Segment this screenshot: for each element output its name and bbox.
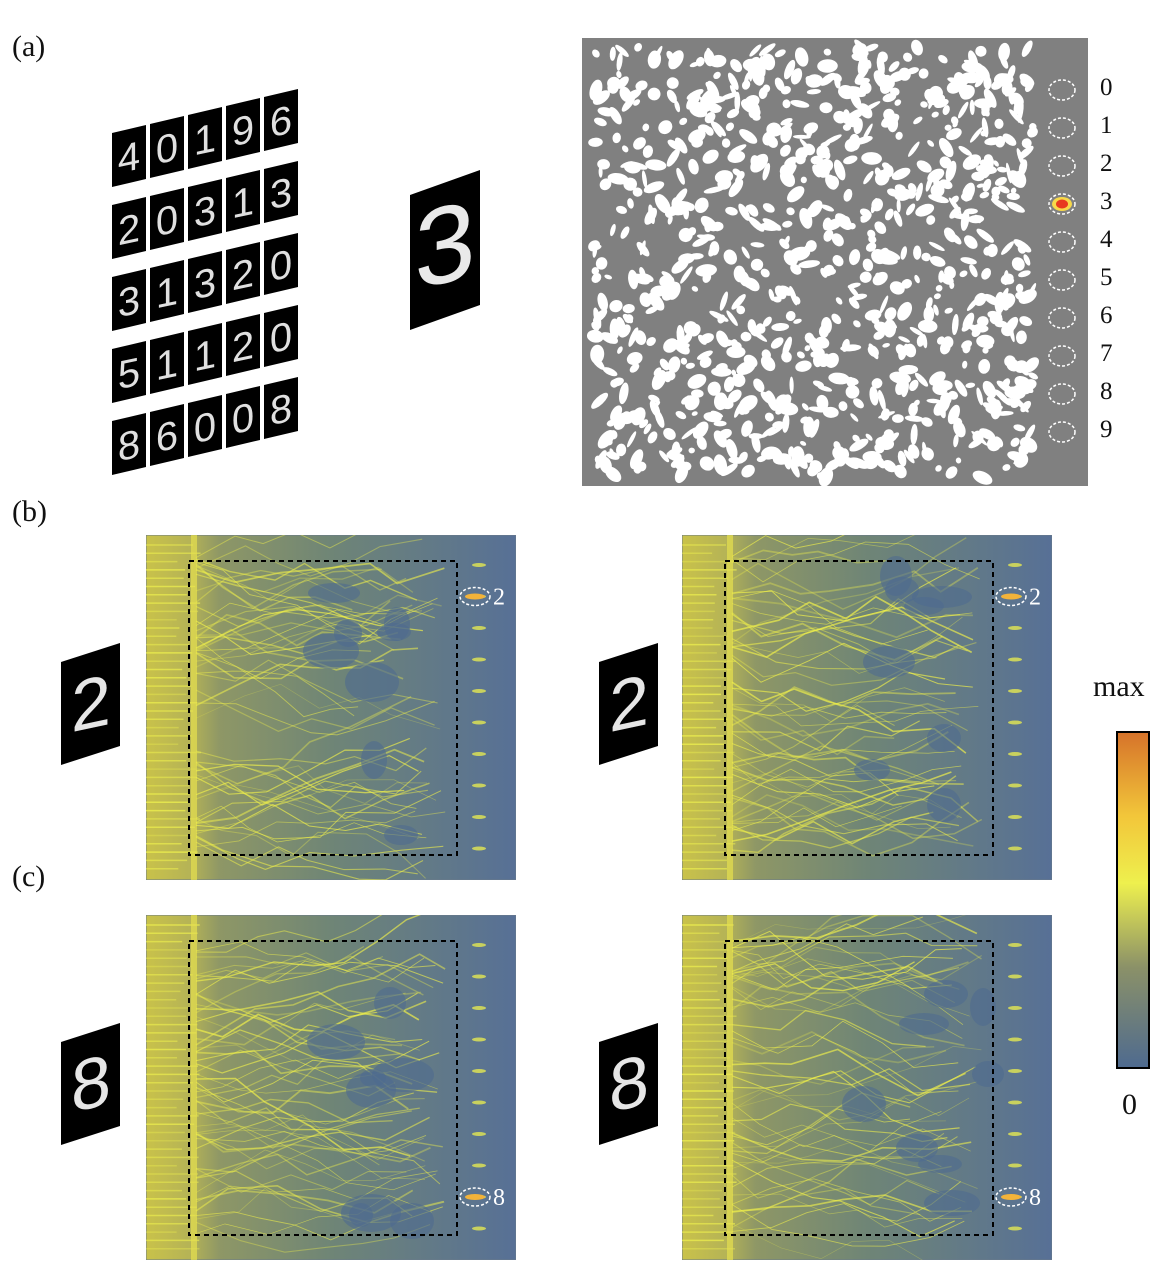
mnist-tile-digit: 0 — [156, 195, 178, 245]
field-output-label: 8 — [1029, 1185, 1041, 1211]
mnist-tile-digit: 5 — [118, 348, 140, 398]
svg-text:2: 2 — [609, 659, 649, 748]
mnist-tile: 3 — [264, 161, 298, 223]
mnist-tile-digit: 1 — [232, 177, 254, 227]
field-intensity-map: 2 — [682, 535, 1052, 880]
field-output-label: 2 — [493, 585, 505, 611]
detector-label: 4 — [1100, 226, 1113, 253]
colorbar-min-label: 0 — [1122, 1088, 1137, 1121]
mnist-tile: 0 — [264, 305, 298, 367]
detector-label: 5 — [1100, 264, 1113, 291]
detector-region — [1048, 155, 1076, 177]
mnist-tile-digit: 1 — [194, 330, 216, 380]
mnist-tile-digit: 6 — [270, 96, 292, 146]
colorbar — [1116, 731, 1150, 1069]
field-output-label: 2 — [1029, 585, 1041, 611]
mnist-tile: 0 — [150, 116, 184, 178]
panel-b-label: (b) — [12, 495, 47, 528]
mnist-tile-digit: 3 — [194, 258, 216, 308]
detector-region — [1048, 307, 1076, 329]
mnist-tile: 2 — [226, 242, 260, 304]
mnist-tile-digit: 1 — [156, 267, 178, 317]
detector-region — [1048, 193, 1076, 215]
detector-label: 6 — [1100, 302, 1113, 329]
detector-label: 0 — [1100, 74, 1113, 101]
detector-label: 9 — [1100, 416, 1113, 443]
mnist-tile: 8 — [112, 413, 146, 475]
svg-text:8: 8 — [609, 1039, 649, 1128]
mnist-tile-digit: 3 — [194, 186, 216, 236]
detector-region — [1048, 231, 1076, 253]
field-input-digit: 2 — [599, 643, 658, 765]
detector-region — [1048, 269, 1076, 291]
detector-region — [1048, 79, 1076, 101]
field-input-digit: 8 — [61, 1023, 120, 1145]
detector-region — [1048, 383, 1076, 405]
mnist-tile: 1 — [226, 170, 260, 232]
mnist-tile: 5 — [112, 341, 146, 403]
mnist-tile-digit: 8 — [270, 384, 292, 434]
metasurface-pattern — [582, 38, 1088, 486]
mnist-tile-digit: 9 — [232, 105, 254, 155]
detector-region — [1048, 345, 1076, 367]
mnist-tile-digit: 0 — [270, 240, 292, 290]
mnist-tile-digit: 0 — [194, 402, 216, 452]
detector-label: 1 — [1100, 112, 1113, 139]
colorbar-max-label: max — [1093, 670, 1145, 703]
detector-region — [1048, 117, 1076, 139]
panel-c-label: (c) — [12, 860, 46, 893]
mnist-tile: 0 — [150, 188, 184, 250]
mnist-tile-digit: 6 — [156, 411, 178, 461]
mnist-tile: 9 — [226, 98, 260, 160]
mnist-tile: 0 — [264, 233, 298, 295]
mnist-tile-digit: 8 — [118, 420, 140, 470]
mnist-tile: 3 — [188, 251, 222, 313]
panel-a-label: (a) — [12, 30, 46, 63]
field-intensity-map: 8 — [146, 915, 516, 1260]
detector-label: 7 — [1100, 340, 1113, 367]
mnist-tile-digit: 3 — [118, 276, 140, 326]
mnist-tile-digit: 0 — [270, 312, 292, 362]
mnist-tile: 2 — [226, 314, 260, 376]
mnist-tile-digit: 2 — [232, 249, 254, 299]
field-input-digit: 2 — [61, 643, 120, 765]
mnist-tile: 4 — [112, 125, 146, 187]
mnist-tile: 1 — [188, 323, 222, 385]
mnist-tile-digit: 1 — [194, 114, 216, 164]
mnist-sample-grid: 4 0 1 9 62 0 3 1 33 1 3 2 05 1 1 2 08 6 0 0 8 — [112, 89, 298, 475]
input-digit-image: 3 — [410, 170, 480, 330]
mnist-tile: 1 — [188, 107, 222, 169]
mnist-tile: 3 — [112, 269, 146, 331]
detector-label: 8 — [1100, 378, 1113, 405]
mnist-tile: 3 — [188, 179, 222, 241]
mnist-tile: 2 — [112, 197, 146, 259]
field-output-label: 8 — [493, 1185, 505, 1211]
detector-region — [1048, 421, 1076, 443]
detector-label: 2 — [1100, 150, 1113, 177]
mnist-tile-digit: 2 — [118, 204, 140, 254]
mnist-tile-digit: 0 — [232, 393, 254, 443]
field-input-digit: 8 — [599, 1023, 658, 1145]
field-intensity-map: 8 — [682, 915, 1052, 1260]
input-digit-glyph: 3 — [414, 176, 475, 313]
mnist-tile-digit: 2 — [232, 321, 254, 371]
mnist-tile-digit: 0 — [156, 123, 178, 173]
mnist-tile: 1 — [150, 260, 184, 322]
svg-text:2: 2 — [71, 659, 111, 748]
mnist-tile: 1 — [150, 332, 184, 394]
field-intensity-map: 2 — [146, 535, 516, 880]
mnist-tile-digit: 3 — [270, 168, 292, 218]
detector-label: 3 — [1100, 188, 1113, 215]
mnist-tile: 8 — [264, 377, 298, 439]
mnist-tile-digit: 4 — [118, 132, 140, 182]
mnist-tile: 6 — [264, 89, 298, 151]
svg-text:8: 8 — [71, 1039, 111, 1128]
mnist-tile-digit: 1 — [156, 339, 178, 389]
mnist-tile: 6 — [150, 404, 184, 466]
mnist-tile: 0 — [226, 386, 260, 448]
mnist-tile: 0 — [188, 395, 222, 457]
